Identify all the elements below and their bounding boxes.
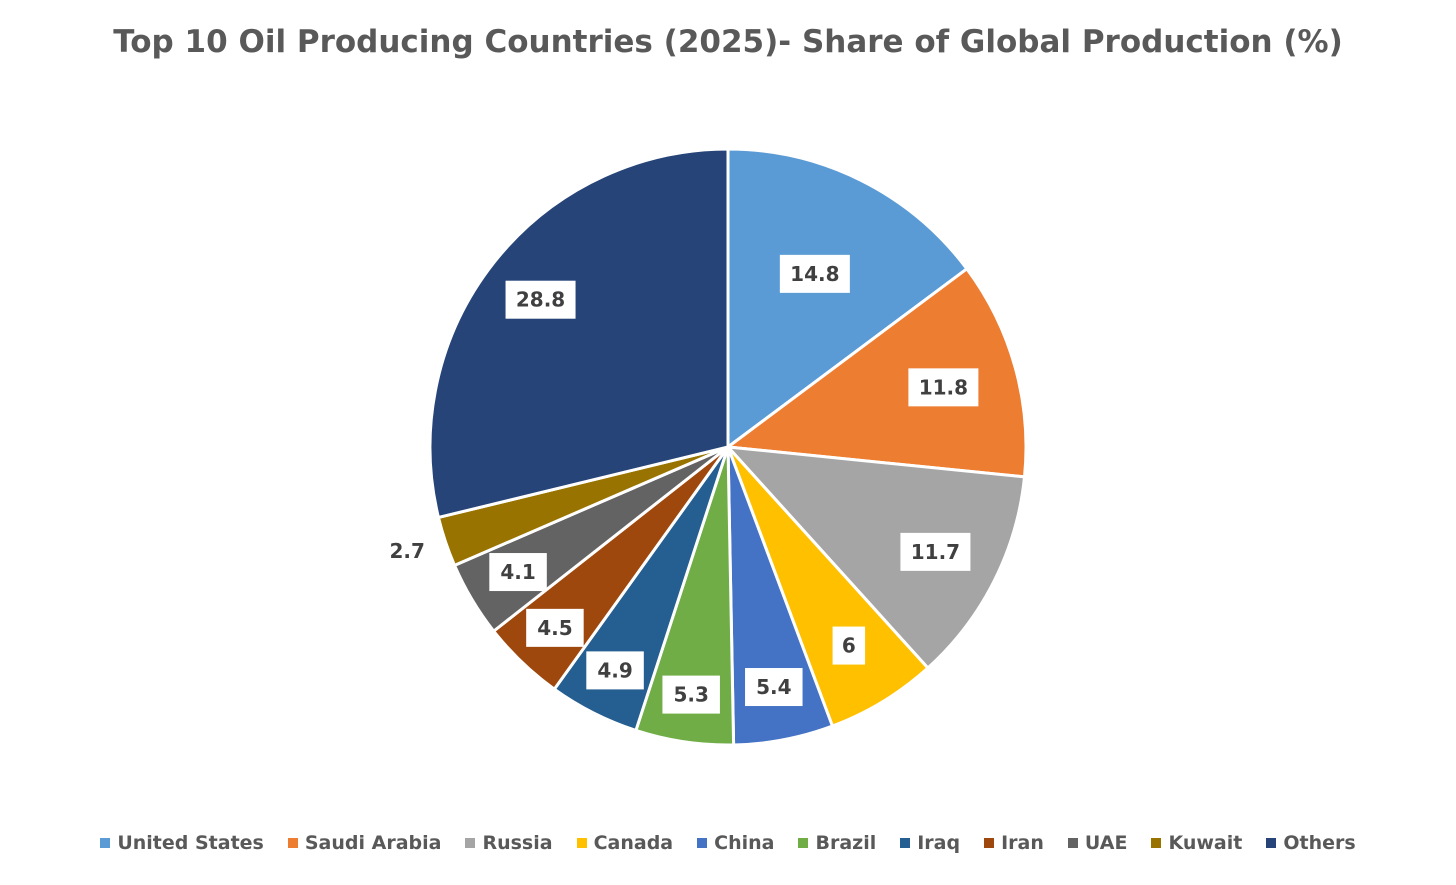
data-label-text: 6 (842, 634, 856, 658)
data-label-canada: 6 (832, 626, 866, 665)
legend-item-saudi-arabia: Saudi Arabia (287, 832, 442, 854)
legend-swatch (100, 838, 111, 848)
pie-slice-others (428, 147, 730, 519)
legend: United States Saudi Arabia Russia Canada Chi… (0, 832, 1456, 854)
data-label-china: 5.4 (745, 668, 803, 707)
legend-item-uae: UAE (1067, 832, 1128, 854)
data-label-text: 5.3 (673, 683, 708, 707)
data-label-box (745, 668, 803, 707)
legend-item-brazil: Brazil (798, 832, 876, 854)
pie-slice-saudi-arabia (726, 267, 1028, 479)
data-label-text: 4.5 (537, 616, 572, 640)
data-label-box (526, 608, 584, 647)
legend-swatch (798, 838, 809, 848)
data-label-box (779, 254, 850, 293)
pie-slice-united-states (726, 147, 969, 449)
legend-swatch (1067, 838, 1078, 848)
data-label-brazil: 5.3 (662, 675, 720, 714)
chart-title: Top 10 Oil Producing Countries (2025)- S… (113, 24, 1343, 60)
pie-slices (428, 147, 1028, 747)
data-label-box (662, 675, 720, 714)
legend-swatch (1266, 838, 1277, 848)
data-label-box (505, 280, 576, 319)
legend-swatch (697, 838, 708, 848)
data-label-others: 28.8 (505, 280, 576, 319)
legend-swatch (287, 838, 298, 848)
legend-item-united-states: United States (100, 832, 264, 854)
data-label-text: 4.9 (597, 658, 632, 682)
legend-label: Brazil (815, 832, 877, 854)
legend-item-iraq: Iraq (900, 832, 960, 854)
legend-label: Iran (1001, 832, 1044, 854)
data-label-box (586, 651, 644, 690)
legend-label: Kuwait (1168, 832, 1243, 854)
legend-swatch (465, 838, 476, 848)
legend-label: Saudi Arabia (304, 832, 442, 854)
legend-swatch (1151, 838, 1162, 848)
legend-item-kuwait: Kuwait (1151, 832, 1242, 854)
legend-label: United States (117, 832, 264, 854)
legend-item-russia: Russia (465, 832, 553, 854)
legend-item-others: Others (1266, 832, 1356, 854)
data-label-russia: 11.7 (900, 532, 971, 571)
data-label-box (908, 368, 979, 407)
legend-label: Iraq (917, 832, 961, 854)
data-label-iran: 4.5 (526, 608, 584, 647)
legend-item-iran: Iran (984, 832, 1044, 854)
legend-label: Canada (593, 832, 674, 854)
data-label-iraq: 4.9 (586, 651, 644, 690)
data-label-box (489, 553, 547, 592)
data-label-text: 4.1 (500, 560, 535, 584)
data-label-text: 14.8 (790, 262, 839, 286)
data-label-kuwait: 2.7 (389, 539, 424, 563)
data-label-box (832, 626, 866, 665)
data-label-text: 11.8 (919, 375, 968, 399)
legend-swatch (984, 838, 995, 848)
legend-swatch (900, 838, 911, 848)
legend-label: UAE (1084, 832, 1128, 854)
pie-slice-russia (726, 445, 1026, 670)
data-label-text: 2.7 (389, 539, 424, 563)
legend-swatch (576, 838, 587, 848)
legend-item-canada: Canada (576, 832, 674, 854)
legend-label: China (714, 832, 775, 854)
data-label-uae: 4.1 (489, 553, 547, 592)
data-label-text: 11.7 (911, 540, 960, 564)
pie-data-labels: 14.8 11.8 11.7 6 5.4 5.3 4.9 4.5 4.1 2.7 28.8 (389, 254, 979, 714)
data-label-united-states: 14.8 (779, 254, 850, 293)
data-label-box (900, 532, 971, 571)
legend-label: Others (1283, 832, 1356, 854)
data-label-text: 5.4 (756, 675, 791, 699)
legend-label: Russia (482, 832, 553, 854)
data-label-saudi-arabia: 11.8 (908, 368, 979, 407)
legend-item-china: China (697, 832, 774, 854)
data-label-text: 28.8 (516, 288, 565, 312)
